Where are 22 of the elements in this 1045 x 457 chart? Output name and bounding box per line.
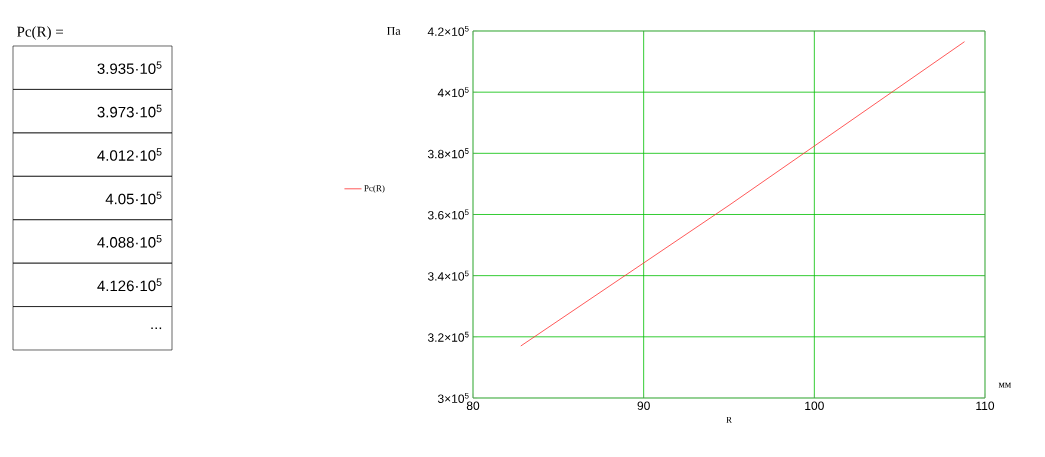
legend-label: Pc(R) — [364, 184, 385, 194]
y-tick-label: 3.2×10$^{5}$ — [427, 331, 469, 342]
y-tick-label: 3.8×10$^{5}$ — [427, 148, 469, 159]
text: 4.012·10$^{5}$ — [97, 148, 162, 161]
text: 3.973·10$^{5}$ — [97, 104, 162, 118]
x-axis-title: R — [726, 416, 732, 423]
text: мм — [998, 382, 1011, 388]
text: 4.126·10$^{5}$ — [97, 278, 162, 292]
text: 4.088·10$^{5}$ — [97, 235, 162, 248]
y-tick-label: 4.2×10$^{5}$ — [427, 26, 469, 36]
text: 3.935·10$^{5}$ — [97, 61, 162, 74]
x-tick-label: 90 — [637, 401, 650, 411]
text: ... — [151, 327, 162, 330]
text: Pc(R) = — [16, 26, 64, 40]
x-tick-label: 80 — [466, 401, 480, 411]
y-axis-title: Па — [386, 27, 401, 35]
y-tick-label: 3.4×10$^{5}$ — [427, 270, 469, 281]
y-tick-label: 3.6×10$^{5}$ — [427, 209, 469, 220]
text: 4.05·10$^{5}$ — [105, 191, 162, 205]
x-tick-label: 100 — [805, 401, 824, 411]
y-tick-label: 4×10$^{5}$ — [437, 87, 469, 98]
x-tick-label: 110 — [976, 401, 995, 411]
